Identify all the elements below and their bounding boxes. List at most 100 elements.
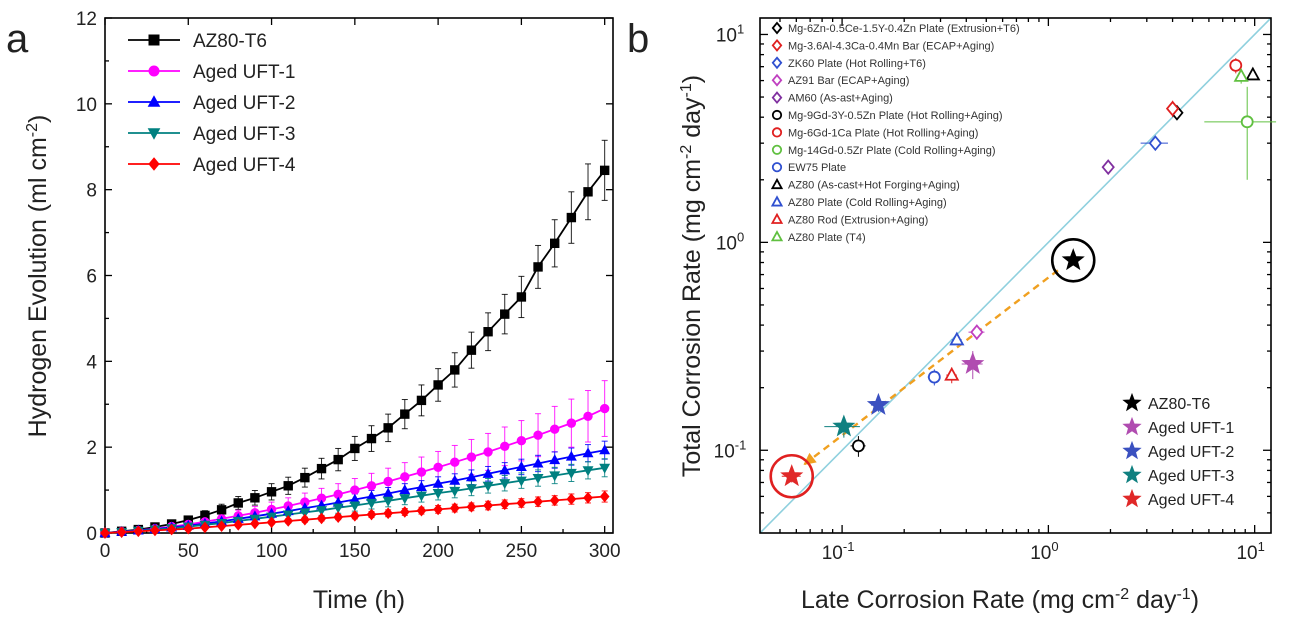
az80-t6-marker [366, 433, 377, 444]
aged-uft-4-marker [366, 508, 377, 521]
panel-b-plot-frame [759, 17, 1272, 534]
panel-b-y-title-main: Total Corrosion Rate (mg cm [678, 159, 706, 477]
y-tick-label: 6 [86, 267, 97, 288]
aged-uft-1-marker [566, 418, 577, 428]
panel-b-present-legend: AZ80-T6 Aged UFT-1 Aged UFT-2 Aged UFT-3 Age… [1122, 392, 1234, 509]
aged-uft-1-marker [433, 462, 443, 473]
mg-6zn-0-5ce-1-5y-0-4zn-plate-extrusion-t6-legend-label: Mg-6Zn-0.5Ce-1.5Y-0.4Zn Plate (Extrusion… [788, 23, 1020, 35]
panel-a-hydrogen-chart: a 0 50 100 150 200 250 300 0 2 4 6 8 10 12 AZ80-T6 Age… [6, 9, 621, 614]
x-tick-label: 150 [339, 541, 371, 562]
aged-uft-3-marker [332, 503, 344, 514]
aged-uft-4-marker [333, 511, 344, 523]
aged-uft-4-marker [583, 491, 593, 504]
az80-as-cast-hot-forging-aging-point [1245, 66, 1261, 81]
panel-b-y-title-sup1: -2 [678, 145, 695, 159]
aged-uft-1-marker [416, 467, 427, 477]
mg-14gd-0-5zr-plate-cold-rolling-aging-legend-marker [771, 144, 783, 155]
aged-uft-4-marker [449, 502, 460, 514]
az80-t6-marker [283, 481, 293, 491]
y-tick-label: 4 [86, 352, 97, 373]
panel-b-reference-line [759, 17, 1272, 534]
aged-uft-1-star-point [961, 351, 985, 374]
aged-uft-3-star-point [832, 414, 856, 437]
aged-uft-1-marker [366, 481, 377, 491]
mg-3-6al-4-3ca-0-4mn-bar-ecap-aging-legend-marker [771, 38, 783, 52]
panel-b-x-title-mid: day [1129, 586, 1177, 614]
mg-6gd-1ca-plate-hot-rolling-aging-legend-label: Mg-6Gd-1Ca Plate (Hot Rolling+Aging) [788, 127, 978, 139]
zk60-plate-hot-rolling-t6-point [1148, 135, 1163, 152]
aged-uft-1-marker [350, 485, 360, 495]
aged-uft-4-marker [383, 507, 393, 520]
aged-uft-3-marker [549, 471, 561, 482]
aged-uft-2-marker [415, 481, 427, 492]
aged-uft-4-marker [266, 516, 277, 529]
panel-a-y-title-sup: -2 [24, 123, 41, 137]
y-equals-x-line [759, 17, 1272, 534]
y-tick-label: 8 [86, 181, 97, 202]
az80-t6-marker [416, 395, 427, 406]
aged-uft-3-marker [465, 484, 477, 495]
az80-t6-marker [550, 238, 560, 249]
aged-uft-2-marker [482, 467, 494, 478]
aged-uft-1-marker [516, 436, 527, 446]
aged-uft-4-star-point [780, 464, 804, 487]
mg-6zn-0-5ce-1-5y-0-4zn-plate-extrusion-t6-legend-marker [771, 21, 783, 35]
y-tick-label: 12 [76, 9, 97, 30]
aged-uft-4-marker [399, 506, 410, 518]
panel-b-literature-legend: Mg-6Zn-0.5Ce-1.5Y-0.4Zn Plate (Extrusion… [770, 21, 1020, 244]
ew75-plate-legend-label: EW75 Plate [788, 162, 846, 174]
aged-uft-4-legend-marker [148, 157, 160, 171]
panel-a-legend: AZ80-T6 Aged UFT-1 Aged UFT-2 Aged UFT-3 Age… [128, 31, 296, 176]
aged-uft-4-marker [349, 510, 360, 522]
az80-t6-legend-marker [148, 34, 160, 46]
am60-as-ast-aging-point [1101, 159, 1115, 176]
aged-uft-4-marker [283, 515, 294, 527]
aged-uft-2-marker [582, 447, 594, 458]
aged-uft-4-marker [316, 512, 327, 525]
aged-uft-1-legend-marker [148, 65, 160, 77]
panel-b-x-axis-title: Late Corrosion Rate (mg cm-2 day-1) [801, 586, 1199, 614]
aged-uft-2-marker [599, 444, 611, 455]
aged-uft-1-marker [400, 472, 410, 482]
x-tick-label: 0 [100, 541, 111, 562]
az80-t6-marker [233, 498, 243, 508]
mg-6gd-1ca-plate-hot-rolling-aging-point [1229, 58, 1243, 72]
aged-uft-1-marker [550, 424, 560, 434]
az80-t6-marker [250, 493, 260, 503]
mg-9gd-3y-0-5zn-plate-hot-rolling-aging-point [852, 439, 865, 453]
az80-t6-marker [266, 487, 277, 497]
az80-t6-marker [533, 262, 543, 272]
az80-plate-cold-rolling-aging-legend-label: AZ80 Plate (Cold Rolling+Aging) [788, 197, 947, 209]
az80-t6-marker [483, 327, 493, 337]
az80-t6-marker [300, 472, 310, 483]
am60-as-ast-aging-legend-label: AM60 (As-ast+Aging) [788, 93, 893, 105]
panel-b-corrosion-chart: b 10-1 100 101 10-1 100 101 Mg-6Zn-0.5Ce-1.5Y… [627, 17, 1277, 614]
aged-uft-4-legend-star [1122, 488, 1142, 508]
aged-uft-2-legend-label: Aged UFT-2 [1148, 444, 1234, 461]
aged-uft-4-marker [516, 497, 527, 509]
az80-t6-marker [466, 345, 477, 355]
aged-uft-2-marker [399, 484, 411, 495]
panel-b-letter: b [627, 17, 649, 61]
aged-uft-4-marker [599, 490, 610, 503]
highlight-circle-2 [769, 453, 815, 499]
az80-t6-marker [433, 380, 443, 390]
mg-14gd-0-5zr-plate-cold-rolling-aging-legend-label: Mg-14Gd-0.5Zr Plate (Cold Rolling+Aging) [788, 145, 996, 157]
aged-uft-2-marker [432, 477, 444, 488]
az80-rod-extrusion-aging-legend-label: AZ80 Rod (Extrusion+Aging) [788, 214, 928, 226]
aged-uft-4-legend-label: Aged UFT-4 [193, 155, 296, 176]
aged-uft-3-marker [532, 473, 544, 484]
ew75-plate-legend-marker [771, 162, 783, 173]
y-tick-label: 2 [86, 438, 97, 459]
aged-uft-2-legend-label: Aged UFT-2 [193, 93, 295, 114]
az80-t6-legend-label: AZ80-T6 [1148, 396, 1210, 413]
aged-uft-2-marker [499, 464, 511, 475]
panel-b-x-title-end: ) [1191, 586, 1199, 614]
aged-uft-1-legend-label: Aged UFT-1 [1148, 420, 1234, 437]
az80-t6-marker [450, 365, 460, 375]
aged-uft-3-marker [599, 463, 611, 474]
aged-uft-2-marker [515, 461, 527, 471]
panel-a-ticks: 0 50 100 150 200 250 300 0 2 4 6 8 10 12 [76, 9, 621, 562]
aged-uft-2-star-point [866, 392, 890, 415]
mg-3-6al-4-3ca-0-4mn-bar-ecap-aging-point [1165, 100, 1180, 117]
